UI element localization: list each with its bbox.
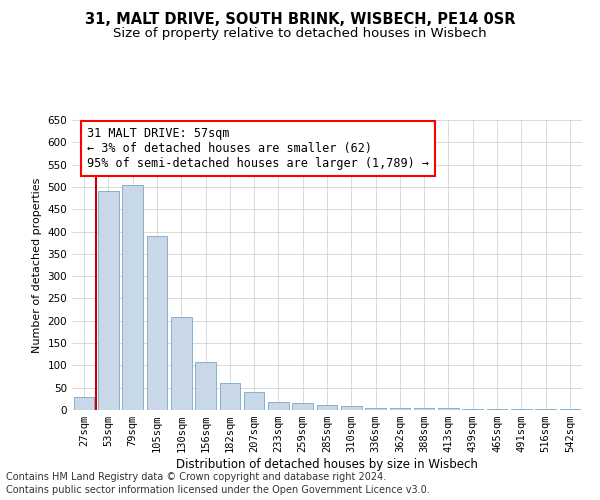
Bar [365, 408, 386, 410]
Text: Contains public sector information licensed under the Open Government Licence v3: Contains public sector information licen… [6, 485, 430, 495]
Bar [292, 404, 313, 410]
Bar [511, 408, 532, 410]
Y-axis label: Number of detached properties: Number of detached properties [32, 178, 42, 352]
Text: 31 MALT DRIVE: 57sqm
← 3% of detached houses are smaller (62)
95% of semi-detach: 31 MALT DRIVE: 57sqm ← 3% of detached ho… [88, 127, 430, 170]
Bar [74, 396, 94, 410]
Bar [98, 192, 119, 410]
Bar [244, 392, 265, 410]
Bar [317, 404, 337, 410]
Bar [268, 402, 289, 410]
Bar [560, 408, 580, 410]
Bar [438, 408, 459, 410]
Bar [122, 184, 143, 410]
Text: Contains HM Land Registry data © Crown copyright and database right 2024.: Contains HM Land Registry data © Crown c… [6, 472, 386, 482]
Text: 31, MALT DRIVE, SOUTH BRINK, WISBECH, PE14 0SR: 31, MALT DRIVE, SOUTH BRINK, WISBECH, PE… [85, 12, 515, 28]
Bar [146, 236, 167, 410]
Bar [220, 383, 240, 410]
Bar [487, 408, 508, 410]
Bar [414, 408, 434, 410]
Bar [195, 362, 216, 410]
Bar [389, 408, 410, 410]
Text: Size of property relative to detached houses in Wisbech: Size of property relative to detached ho… [113, 28, 487, 40]
Bar [341, 406, 362, 410]
Bar [463, 408, 483, 410]
Bar [171, 317, 191, 410]
Bar [535, 409, 556, 410]
X-axis label: Distribution of detached houses by size in Wisbech: Distribution of detached houses by size … [176, 458, 478, 471]
